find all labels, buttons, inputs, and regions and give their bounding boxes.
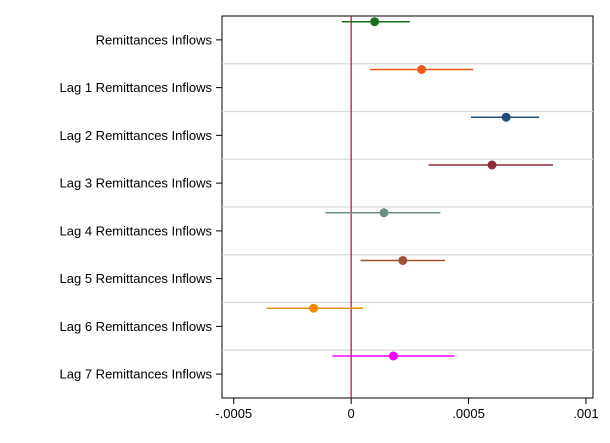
x-axis: -.0005 0 .0005 .001 [215, 398, 599, 421]
point-estimate [379, 208, 389, 218]
x-tick-label: .0005 [452, 406, 485, 421]
point-estimate [309, 303, 319, 313]
point-estimate [398, 255, 408, 265]
y-tick-label: Lag 6 Remittances Inflows [60, 319, 213, 334]
chart-marks [266, 17, 554, 361]
category-labels: Remittances Inflows Lag 1 Remittances Inf… [60, 32, 222, 382]
y-tick-label: Lag 1 Remittances Inflows [60, 80, 213, 95]
point-estimate [417, 64, 427, 74]
x-tick-label: 0 [348, 406, 355, 421]
point-estimate [501, 112, 511, 122]
point-estimate [370, 17, 380, 27]
y-tick-label: Lag 5 Remittances Inflows [60, 271, 213, 286]
x-tick-label: -.0005 [215, 406, 252, 421]
gridlines [222, 63, 593, 351]
y-tick-label: Lag 4 Remittances Inflows [60, 223, 213, 238]
x-tick-label: .001 [573, 406, 598, 421]
y-tick-label: Lag 7 Remittances Inflows [60, 367, 213, 382]
y-tick-label: Lag 2 Remittances Inflows [60, 128, 213, 143]
y-tick-label: Lag 3 Remittances Inflows [60, 176, 213, 191]
point-estimate [388, 351, 398, 361]
y-tick-label: Remittances Inflows [96, 32, 213, 47]
point-estimate [487, 160, 497, 170]
